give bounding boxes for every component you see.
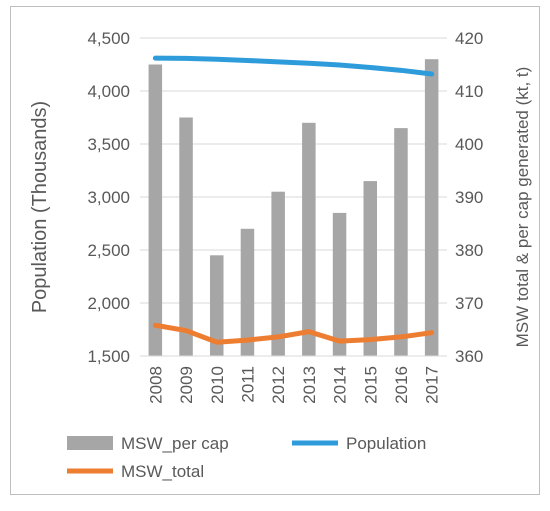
bar-msw-per-cap [363, 181, 378, 356]
y-left-tick-label: 1,500 [87, 347, 130, 366]
axes: 1,500 2,000 2,500 3,000 3,500 4,000 4,500 360 37… [87, 29, 483, 404]
bar-msw-per-cap [209, 255, 224, 356]
line-series [152, 55, 435, 345]
bar-msw-per-cap [424, 59, 439, 356]
y-left-tick-label: 3,500 [87, 135, 130, 154]
x-tick-label: 2015 [361, 366, 380, 404]
bar-msw-per-cap [148, 64, 163, 356]
bar-series-msw-per-cap [148, 59, 439, 356]
legend-label: Population [346, 434, 426, 453]
legend-swatch [67, 436, 113, 450]
y-right-tick-label: 420 [455, 29, 483, 48]
x-tick-label: 2009 [177, 366, 196, 404]
y-right-tick-label: 390 [455, 188, 483, 207]
x-tick-label: 2016 [392, 366, 411, 404]
y-right-tick-label: 410 [455, 82, 483, 101]
y-axis-right-title: MSW total & per cap generated (kt, t) [513, 67, 532, 348]
bar-msw-per-cap [332, 212, 347, 356]
x-tick-label: 2014 [331, 366, 350, 404]
y-right-tick-label: 380 [455, 241, 483, 260]
y-right-tick-label: 370 [455, 294, 483, 313]
y-axis-left-title: Population (Thousands) [29, 101, 51, 313]
legend-label: MSW_total [121, 462, 204, 481]
bar-msw-per-cap [240, 228, 255, 356]
bar-msw-per-cap [302, 122, 316, 356]
y-left-tick-label: 4,500 [87, 29, 130, 48]
y-right-tick-label: 360 [455, 347, 483, 366]
legend: MSW_per cap Population MSW_total [67, 434, 426, 481]
line-msw-total [152, 322, 435, 345]
y-left-tick-label: 4,000 [87, 82, 130, 101]
x-tick-label: 2010 [208, 366, 227, 404]
y-left-tick-label: 2,000 [87, 294, 130, 313]
bar-msw-per-cap [179, 117, 193, 356]
legend-label: MSW_per cap [121, 434, 229, 453]
bar-msw-per-cap [394, 128, 408, 356]
y-right-tick-label: 400 [455, 135, 483, 154]
x-tick-label: 2008 [146, 366, 165, 404]
x-tick-label: 2012 [269, 366, 288, 404]
bar-msw-per-cap [271, 191, 285, 356]
line-population [152, 55, 435, 77]
x-tick-label: 2011 [238, 366, 257, 403]
y-left-tick-label: 2,500 [87, 241, 130, 260]
x-tick-label: 2013 [300, 366, 319, 404]
x-tick-label: 2017 [423, 366, 442, 404]
y-left-tick-label: 3,000 [87, 188, 130, 207]
